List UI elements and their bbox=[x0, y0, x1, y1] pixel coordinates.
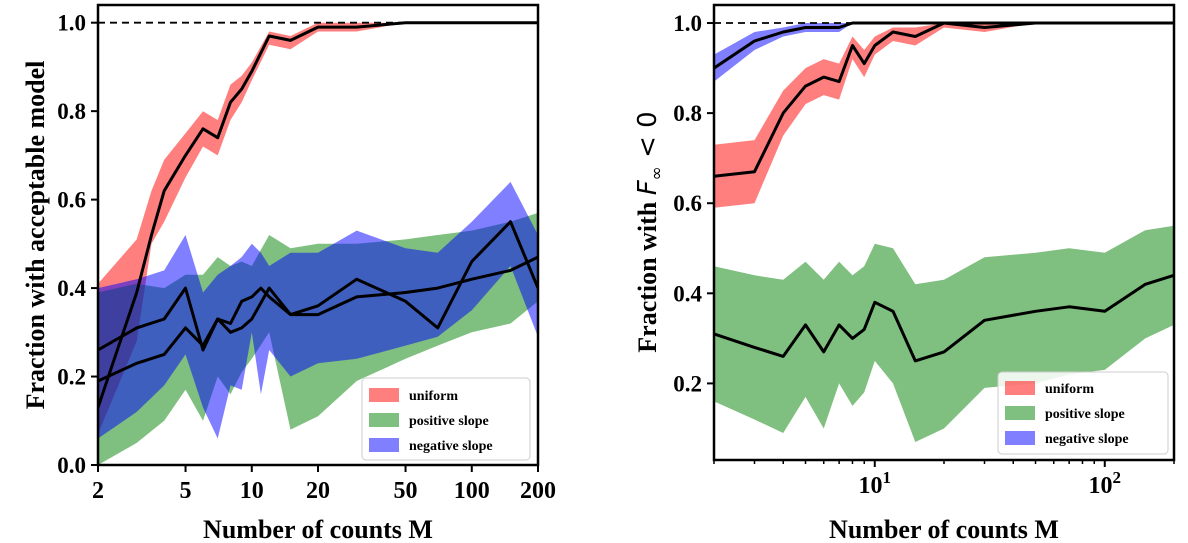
right-y-tick-label: 1.0 bbox=[673, 11, 702, 36]
right-legend-label-positive: positive slope bbox=[1045, 407, 1125, 422]
left-y-ticks: 0.0 0.2 0.4 0.6 0.8 1.0 bbox=[57, 11, 98, 478]
left-y-axis-label: Fraction with acceptable model bbox=[21, 61, 50, 410]
left-x-tick-label: 20 bbox=[306, 478, 330, 504]
right-y-axis-label-subscript: ∞ bbox=[647, 166, 667, 180]
right-x-axis-label: Number of counts M bbox=[829, 515, 1059, 543]
right-y-tick-label: 0.6 bbox=[673, 191, 702, 216]
left-y-tick-label: 0.4 bbox=[57, 276, 86, 301]
right-y-tick-label: 0.2 bbox=[673, 371, 702, 396]
left-x-tick-label: 50 bbox=[394, 478, 418, 504]
left-legend-label-uniform: uniform bbox=[409, 389, 458, 404]
right-legend-label-uniform: uniform bbox=[1045, 382, 1094, 397]
left-legend-swatch-positive bbox=[369, 413, 399, 427]
right-legend: uniform positive slope negative slope bbox=[997, 371, 1169, 455]
left-x-tick-label: 5 bbox=[180, 478, 192, 504]
right-x-tick-label: 101 bbox=[859, 468, 892, 499]
right-y-tick-label: 0.8 bbox=[673, 101, 702, 126]
left-band-uniform bbox=[98, 22, 538, 434]
left-legend-label-positive: positive slope bbox=[409, 414, 489, 429]
left-x-axis-label: Number of counts M bbox=[203, 515, 433, 543]
left-legend-frame bbox=[361, 377, 531, 461]
right-y-axis-label-symbol: F bbox=[633, 179, 663, 195]
right-legend-swatch-negative bbox=[1005, 431, 1035, 445]
right-bands bbox=[714, 23, 1174, 442]
left-legend-swatch-negative bbox=[369, 438, 399, 452]
right-band-uniform bbox=[714, 23, 1174, 208]
left-y-tick-label: 0.0 bbox=[57, 453, 86, 478]
left-legend: uniform positive slope negative slope bbox=[361, 377, 531, 461]
left-median-lines bbox=[98, 21, 538, 408]
left-x-ticks: 2 5 10 20 50 100 200 bbox=[92, 465, 556, 504]
right-legend-label-negative: negative slope bbox=[1045, 432, 1129, 447]
right-x-tick-label: 102 bbox=[1089, 468, 1122, 499]
left-median-line-negative bbox=[98, 220, 538, 352]
right-y-axis-label: Fraction with F∞ < 0 bbox=[633, 111, 667, 352]
left-y-tick-label: 0.8 bbox=[57, 99, 86, 124]
right-y-tick-label: 0.4 bbox=[673, 281, 702, 306]
left-median-line-positive bbox=[98, 255, 538, 383]
left-y-tick-label: 0.6 bbox=[57, 188, 86, 213]
left-x-tick-label: 10 bbox=[240, 478, 264, 504]
right-x-ticks: 101 102 bbox=[713, 460, 1175, 499]
right-legend-frame bbox=[997, 371, 1169, 455]
right-y-axis-label-suffix: < 0 bbox=[633, 111, 663, 166]
left-bands bbox=[98, 22, 538, 465]
right-median-line-positive bbox=[714, 273, 1174, 363]
right-band-positive bbox=[714, 225, 1174, 442]
right-median-line-uniform bbox=[714, 21, 1174, 178]
left-y-tick-label: 1.0 bbox=[57, 11, 86, 36]
right-legend-swatch-positive bbox=[1005, 406, 1035, 420]
right-y-ticks: 0.2 0.4 0.6 0.8 1.0 bbox=[673, 11, 714, 396]
left-x-tick-label: 2 bbox=[92, 478, 104, 504]
left-band-negative bbox=[98, 181, 538, 439]
right-y-axis-label-text: Fraction with bbox=[633, 195, 662, 352]
right-panel: 101 102 0.2 0.4 0.6 0.8 1.0 Number of counts … bbox=[633, 3, 1176, 543]
left-panel: 2 5 10 20 50 100 200 0.0 0.2 0.4 0.6 0.8 1.0 Number… bbox=[21, 3, 556, 543]
left-x-tick-label: 100 bbox=[454, 478, 490, 504]
left-y-tick-label: 0.2 bbox=[57, 365, 86, 390]
left-legend-label-negative: negative slope bbox=[409, 439, 493, 454]
left-legend-swatch-uniform bbox=[369, 388, 399, 402]
left-x-tick-label: 200 bbox=[520, 478, 556, 504]
left-median-line-uniform bbox=[98, 21, 538, 408]
right-legend-swatch-uniform bbox=[1005, 381, 1035, 395]
